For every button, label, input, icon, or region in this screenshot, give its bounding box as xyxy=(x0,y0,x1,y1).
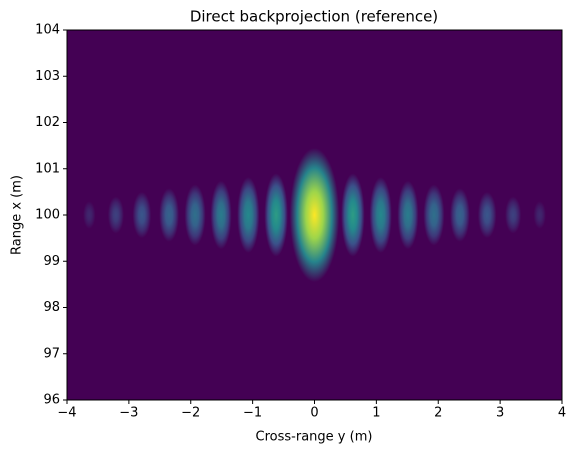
lobe xyxy=(341,173,365,257)
lobe xyxy=(83,201,96,229)
y-tick-label: 96 xyxy=(43,393,60,408)
lobe xyxy=(237,177,260,253)
x-tick-label: 4 xyxy=(558,406,566,421)
y-tick-label: 103 xyxy=(35,69,60,84)
y-tick-label: 101 xyxy=(35,161,60,176)
x-axis-label: Cross-range y (m) xyxy=(256,430,373,445)
x-tick-label: 3 xyxy=(496,406,504,421)
lobe xyxy=(423,184,445,246)
x-tick-label: −3 xyxy=(119,406,138,421)
lobe xyxy=(505,196,522,234)
y-tick-label: 102 xyxy=(35,115,60,130)
lobe xyxy=(533,201,546,229)
lobe xyxy=(264,173,288,257)
lobe xyxy=(107,196,124,234)
y-tick-label: 99 xyxy=(43,254,60,269)
lobe xyxy=(184,184,206,246)
y-tick-label: 104 xyxy=(35,23,60,38)
y-tick-label: 100 xyxy=(35,208,60,223)
lobe xyxy=(159,188,179,242)
x-tick-label: −2 xyxy=(181,406,200,421)
x-tick-label: −4 xyxy=(57,406,76,421)
lobe xyxy=(210,180,232,250)
lobe xyxy=(450,188,470,242)
x-tick-label: −1 xyxy=(243,406,262,421)
y-axis-label: Range x (m) xyxy=(10,175,25,255)
lobe xyxy=(397,180,419,250)
x-tick-label: 2 xyxy=(434,406,442,421)
lobe xyxy=(289,147,340,283)
lobe xyxy=(477,191,497,239)
x-tick-label: 0 xyxy=(310,406,318,421)
lobe xyxy=(369,177,392,253)
lobe xyxy=(132,191,152,239)
chart-title: Direct backprojection (reference) xyxy=(190,8,438,26)
y-tick-label: 98 xyxy=(43,300,60,315)
x-tick-label: 1 xyxy=(372,406,380,421)
y-tick-label: 97 xyxy=(43,346,60,361)
